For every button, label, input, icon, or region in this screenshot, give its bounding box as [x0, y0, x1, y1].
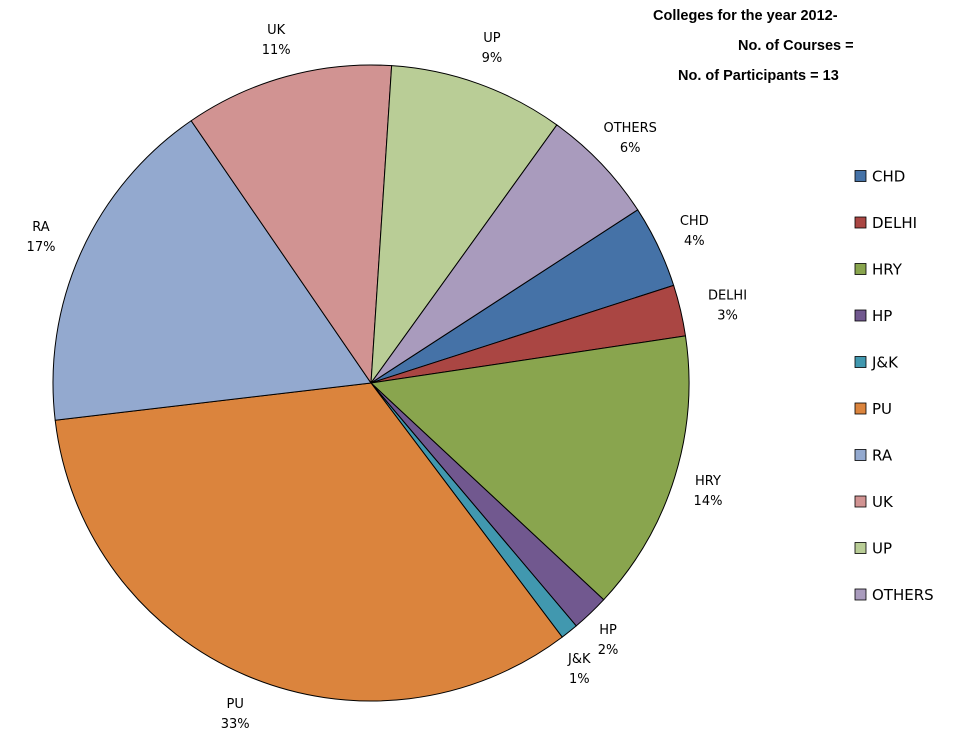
slice-percent-j-and-k: 1%: [569, 672, 590, 687]
slice-percent-chd: 4%: [684, 234, 705, 249]
legend-swatch-ra: [854, 449, 867, 461]
slice-label-ra: RA: [32, 220, 50, 235]
legend-label-j-and-k: J&K: [871, 354, 899, 372]
slice-percent-hry: 14%: [694, 494, 723, 509]
pie-slice-hry: [370, 335, 690, 601]
legend-swatch-hp: [854, 309, 867, 322]
slice-label-pu: PU: [227, 697, 244, 712]
pie-slices: [52, 64, 690, 702]
slice-percent-uk: 11%: [262, 43, 291, 58]
pie-slice-uk: [190, 64, 393, 384]
slice-label-j-and-k: J&K: [567, 652, 591, 667]
legend-item-hp: HP: [854, 307, 892, 325]
chart-title: Colleges for the year 2012- No. of Cours…: [653, 8, 854, 84]
legend-label-chd: CHD: [872, 168, 905, 186]
chart-title-line-1: Colleges for the year 2012-: [653, 8, 838, 24]
pie-slice-ra: [52, 120, 372, 421]
legend-label-uk: UK: [872, 493, 894, 511]
slice-percent-pu: 33%: [221, 717, 250, 732]
legend-swatch-pu: [854, 402, 867, 415]
slice-label-up: UP: [483, 31, 501, 46]
legend-label-others: OTHERS: [872, 586, 934, 604]
slice-percent-ra: 17%: [27, 240, 56, 255]
legend-swatch-hry: [854, 263, 867, 275]
legend: CHD DELHI HRY HP J&K PU RA UK UP OTHERS: [854, 168, 934, 604]
slice-label-delhi: DELHI: [708, 288, 747, 303]
legend-item-uk: UK: [854, 493, 894, 511]
slice-label-hry: HRY: [695, 474, 721, 489]
legend-swatch-j-and-k: [854, 356, 867, 368]
legend-swatch-delhi: [854, 216, 867, 229]
legend-swatch-uk: [854, 495, 867, 508]
legend-item-ra: RA: [854, 447, 893, 465]
chart-title-line-3: No. of Participants = 13: [678, 68, 839, 84]
legend-item-j-and-k: J&K: [854, 354, 899, 372]
legend-item-others: OTHERS: [854, 586, 934, 604]
legend-label-ra: RA: [872, 447, 893, 465]
legend-item-hry: HRY: [854, 261, 903, 279]
chart-title-line-2: No. of Courses =: [738, 38, 854, 54]
slice-percent-others: 6%: [620, 141, 641, 156]
pie-slice-up: [370, 65, 558, 384]
legend-swatch-up: [854, 542, 867, 554]
legend-item-chd: CHD: [854, 168, 905, 186]
legend-label-delhi: DELHI: [872, 214, 917, 232]
slice-label-hp: HP: [599, 623, 617, 638]
legend-label-pu: PU: [872, 400, 892, 418]
slice-percent-up: 9%: [482, 51, 503, 66]
slice-label-others: OTHERS: [603, 121, 656, 136]
legend-item-up: UP: [854, 540, 892, 558]
legend-swatch-others: [854, 588, 867, 601]
legend-item-delhi: DELHI: [854, 214, 917, 232]
slice-percent-delhi: 3%: [717, 308, 738, 323]
legend-label-hry: HRY: [872, 261, 903, 279]
slice-percent-hp: 2%: [598, 643, 619, 658]
legend-label-up: UP: [872, 540, 892, 558]
pie-slice-others: [370, 124, 639, 384]
slice-label-chd: CHD: [680, 214, 709, 229]
legend-item-pu: PU: [854, 400, 892, 418]
slice-labels: CHD 4% DELHI 3% HRY 14% HP 2% J&K 1% PU 33% RA 17% UK 1…: [27, 23, 747, 732]
slice-label-uk: UK: [267, 23, 286, 38]
legend-label-hp: HP: [872, 307, 892, 325]
legend-swatch-chd: [854, 170, 867, 182]
pie-slice-pu: [54, 382, 563, 702]
